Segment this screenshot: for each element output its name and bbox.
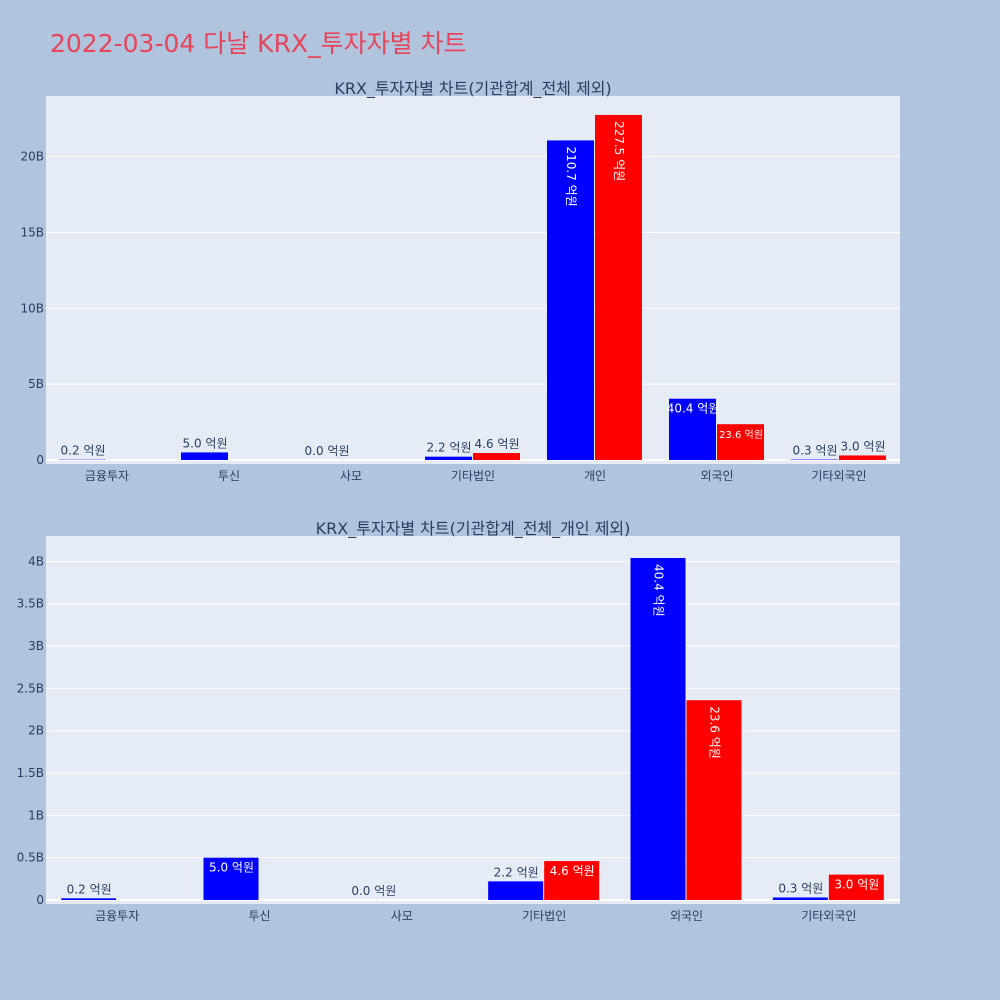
x-tick-label: 외국인: [670, 909, 703, 923]
data-label: 227.5 억원: [612, 121, 626, 181]
bar: [717, 424, 764, 460]
y-tick-label: 4B: [28, 554, 44, 568]
bar: [630, 558, 686, 900]
y-tick-label: 5B: [28, 377, 44, 391]
y-tick-label: 15B: [20, 226, 44, 240]
bar: [488, 881, 544, 900]
data-label: 2.2 억원: [494, 865, 539, 879]
bar: [839, 455, 886, 460]
data-label: 5.0 억원: [209, 861, 254, 875]
data-label: 0.3 억원: [793, 444, 838, 458]
x-tick-label: 금융투자: [95, 909, 139, 923]
y-tick-label: 0: [36, 893, 44, 907]
chart-title: KRX_투자자별 차트(기관합계_전체_개인 제외): [316, 519, 631, 539]
bar: [669, 398, 716, 460]
data-label: 40.4 억원: [651, 564, 665, 617]
bar: [547, 140, 594, 460]
plot-area: [46, 536, 900, 904]
data-label: 4.6 억원: [550, 864, 595, 878]
y-tick-label: 3.5B: [17, 597, 44, 611]
data-label: 23.6 억원: [707, 706, 721, 759]
bar: [828, 874, 884, 900]
bar: [425, 456, 472, 460]
bar: [181, 452, 228, 460]
y-tick-label: 20B: [20, 150, 44, 164]
data-label: 4.6 억원: [475, 437, 520, 451]
data-label: 0.0 억원: [305, 444, 350, 458]
x-tick-label: 금융투자: [85, 469, 129, 483]
y-tick-label: 2B: [28, 724, 44, 738]
bar-chart-top: 0 5B 10B 15B 20B KRX_투자자별 차트(기관합계_전체 제외) 금융투자 0…: [20, 79, 900, 483]
y-tick-label: 1B: [28, 808, 44, 822]
y-tick-label: 2.5B: [17, 681, 44, 695]
y-tick-label: 3B: [28, 639, 44, 653]
data-label: 5.0 억원: [183, 436, 228, 450]
bar: [772, 897, 828, 900]
plot-area: [46, 96, 900, 464]
data-label: 3.0 억원: [841, 439, 886, 453]
bar: [61, 898, 117, 900]
x-tick-label: 기타법인: [522, 909, 566, 923]
chart-title: KRX_투자자별 차트(기관합계_전체 제외): [334, 79, 611, 99]
bar: [544, 861, 600, 900]
data-label: 0.0 억원: [351, 884, 396, 898]
data-label: 0.3 억원: [778, 881, 823, 895]
x-tick-label: 사모: [391, 909, 413, 923]
data-label: 23.6 억원: [719, 429, 763, 441]
page-title: 2022-03-04 다날 KRX_투자자별 차트: [50, 29, 467, 58]
x-tick-label: 외국인: [700, 469, 733, 483]
y-tick-label: 0: [36, 453, 44, 467]
bar: [686, 700, 742, 900]
data-label: 210.7 억원: [564, 146, 578, 206]
x-tick-label: 투신: [248, 909, 270, 923]
y-tick-label: 0.5B: [17, 851, 44, 865]
bar: [203, 857, 259, 900]
x-tick-label: 기타외국인: [801, 909, 856, 923]
x-tick-label: 개인: [584, 469, 606, 483]
bar-chart-bottom: 0 0.5B 1B 1.5B 2B 2.5B 3B 3.5B 4B KRX_투자자별 차트(기관합…: [17, 519, 900, 923]
bar: [473, 453, 520, 460]
data-label: 40.4 억원: [667, 402, 720, 416]
y-tick-label: 1.5B: [17, 766, 44, 780]
x-tick-label: 기타외국인: [811, 469, 866, 483]
data-label: 3.0 억원: [834, 878, 879, 892]
x-tick-label: 사모: [340, 469, 362, 483]
y-tick-label: 10B: [20, 301, 44, 315]
data-label: 0.2 억원: [61, 444, 106, 458]
bar: [595, 114, 642, 461]
x-tick-label: 투신: [218, 469, 240, 483]
data-label: 0.2 억원: [67, 882, 112, 896]
x-tick-label: 기타법인: [451, 469, 495, 483]
data-label: 2.2 억원: [427, 441, 472, 455]
